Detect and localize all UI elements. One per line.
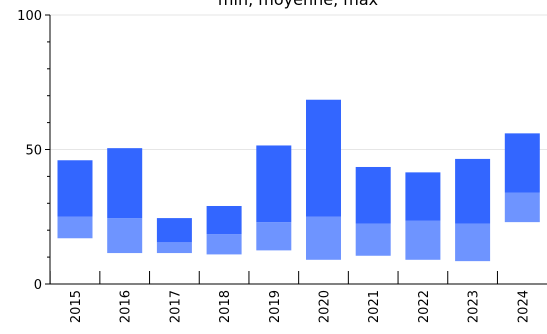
x-tick-label-2015: 2015: [69, 290, 84, 323]
bar-lower-2024: [504, 192, 540, 223]
bar-lower-2021: [355, 223, 391, 256]
chart-title: min, moyenne, max: [218, 0, 378, 9]
bar-lower-2022: [405, 220, 441, 260]
x-tick-label-2019: 2019: [268, 290, 283, 323]
x-tick-label-2022: 2022: [417, 290, 432, 323]
bar-upper-2018: [206, 205, 242, 235]
axes: [45, 14, 547, 285]
bar-lower-2020: [306, 216, 341, 260]
x-tick-label-2020: 2020: [318, 290, 333, 323]
bars: [57, 99, 540, 262]
bar-upper-2021: [355, 166, 391, 224]
bar-upper-2017: [156, 218, 192, 243]
x-tick-label-2021: 2021: [367, 290, 382, 323]
bar-upper-2022: [405, 172, 441, 221]
bar-lower-2019: [256, 222, 292, 251]
y-tick-label-1: 50: [25, 144, 42, 159]
y-tick-label-0: 0: [34, 278, 42, 293]
x-tick-label-2016: 2016: [119, 290, 134, 323]
bar-lower-2018: [206, 234, 242, 255]
bar-upper-2023: [455, 158, 491, 224]
x-tick-label-2023: 2023: [467, 290, 482, 323]
x-tick-label-2018: 2018: [218, 290, 233, 323]
bar-upper-2016: [107, 148, 143, 219]
tick-labels: 0 50 100 2015 2016 2017 2018 2019 2020 2021 2022 20…: [17, 9, 531, 323]
bar-upper-2019: [256, 145, 292, 223]
bar-lower-2023: [455, 223, 491, 262]
bar-upper-2024: [504, 133, 540, 193]
y-tick-label-2: 100: [17, 9, 42, 24]
bar-lower-2016: [107, 218, 143, 254]
bar-lower-2015: [57, 216, 93, 239]
bar-upper-2015: [57, 160, 93, 217]
bar-upper-2020: [306, 99, 341, 217]
x-tick-label-2017: 2017: [168, 290, 183, 323]
bar-lower-2017: [156, 242, 192, 254]
x-tick-label-2024: 2024: [516, 290, 531, 323]
